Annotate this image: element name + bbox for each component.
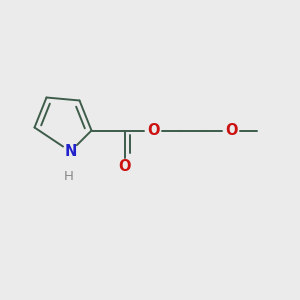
Text: H: H	[64, 170, 74, 184]
Text: O: O	[225, 123, 237, 138]
Text: O: O	[118, 159, 131, 174]
Text: O: O	[147, 123, 159, 138]
Text: N: N	[64, 144, 77, 159]
